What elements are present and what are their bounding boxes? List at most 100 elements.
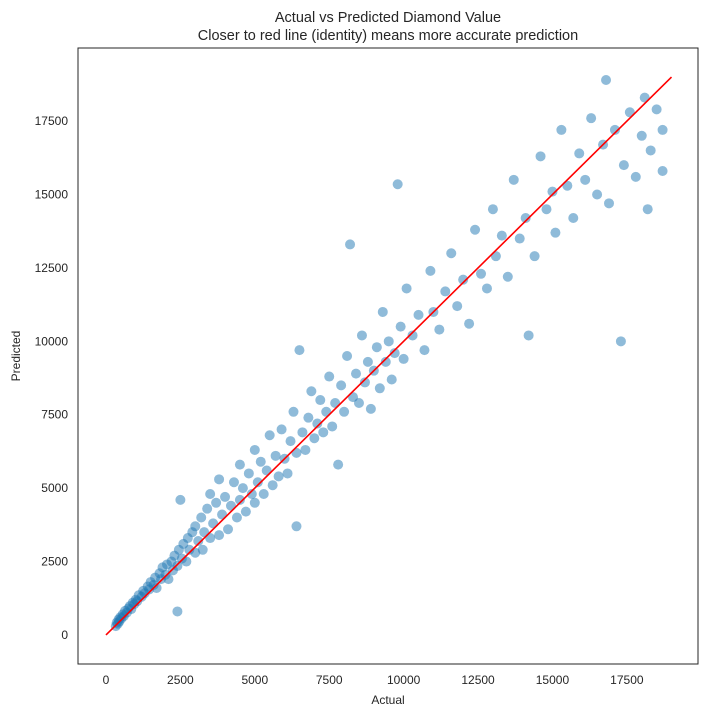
x-tick-label: 7500 bbox=[316, 673, 343, 687]
data-point bbox=[636, 130, 647, 141]
data-point bbox=[294, 345, 305, 356]
data-point bbox=[309, 433, 320, 444]
data-point bbox=[452, 301, 463, 312]
data-point bbox=[529, 251, 540, 262]
data-point bbox=[425, 265, 436, 276]
data-point bbox=[502, 271, 513, 282]
data-point bbox=[520, 213, 531, 224]
data-point bbox=[258, 488, 269, 499]
plot-frame bbox=[77, 47, 699, 665]
data-point bbox=[202, 503, 213, 514]
data-point bbox=[413, 309, 424, 320]
data-point bbox=[580, 174, 591, 185]
y-axis-label: Predicted bbox=[9, 331, 23, 382]
x-tick-label: 5000 bbox=[241, 673, 268, 687]
data-point bbox=[318, 427, 329, 438]
data-point bbox=[618, 160, 629, 171]
x-tick-label: 0 bbox=[103, 673, 110, 687]
identity-line bbox=[105, 76, 673, 636]
data-point bbox=[556, 124, 567, 135]
data-point bbox=[193, 535, 204, 546]
data-point bbox=[651, 104, 662, 115]
data-point bbox=[470, 224, 481, 235]
y-tick-label: 10000 bbox=[35, 334, 69, 348]
data-point bbox=[252, 477, 263, 488]
data-point bbox=[645, 145, 656, 156]
data-point bbox=[264, 430, 275, 441]
data-point bbox=[228, 477, 239, 488]
data-point bbox=[446, 248, 457, 259]
data-point bbox=[285, 436, 296, 447]
x-tick-label: 15000 bbox=[536, 673, 570, 687]
data-point bbox=[389, 348, 400, 359]
data-point bbox=[523, 330, 534, 341]
data-point bbox=[407, 330, 418, 341]
data-point bbox=[642, 204, 653, 215]
data-point bbox=[336, 380, 347, 391]
x-tick-label: 12500 bbox=[461, 673, 495, 687]
data-point bbox=[464, 318, 475, 329]
data-point bbox=[211, 497, 222, 508]
data-point bbox=[190, 521, 201, 532]
data-point bbox=[151, 582, 162, 593]
data-point bbox=[345, 239, 356, 250]
data-point bbox=[267, 480, 278, 491]
data-point bbox=[223, 524, 234, 535]
y-tick-label: 12500 bbox=[35, 261, 69, 275]
data-point bbox=[297, 427, 308, 438]
data-point bbox=[386, 374, 397, 385]
data-point bbox=[172, 606, 183, 617]
data-point bbox=[246, 488, 257, 499]
data-point bbox=[514, 233, 525, 244]
y-tick-label: 7500 bbox=[41, 408, 68, 422]
data-point bbox=[214, 474, 225, 485]
data-point bbox=[496, 230, 507, 241]
data-point bbox=[276, 424, 287, 435]
data-point bbox=[240, 506, 251, 517]
data-point bbox=[273, 471, 284, 482]
x-tick-label: 2500 bbox=[167, 673, 194, 687]
data-point bbox=[327, 421, 338, 432]
data-point bbox=[353, 397, 364, 408]
data-point bbox=[175, 494, 186, 505]
x-tick-label: 10000 bbox=[387, 673, 421, 687]
data-point bbox=[392, 179, 403, 190]
data-point bbox=[324, 371, 335, 382]
x-axis-ticks: 0 2500 5000 7500 10000 12500 15000 17500 bbox=[103, 673, 644, 687]
data-point bbox=[306, 386, 317, 397]
y-tick-label: 2500 bbox=[41, 555, 68, 569]
data-point bbox=[282, 468, 293, 479]
data-point bbox=[333, 459, 344, 470]
data-point bbox=[592, 189, 603, 200]
data-point bbox=[481, 283, 492, 294]
data-point bbox=[380, 356, 391, 367]
data-point bbox=[365, 403, 376, 414]
data-point bbox=[401, 283, 412, 294]
data-point bbox=[630, 171, 641, 182]
data-point bbox=[312, 418, 323, 429]
data-point bbox=[395, 321, 406, 332]
x-tick-label: 17500 bbox=[610, 673, 644, 687]
data-point bbox=[535, 151, 546, 162]
data-point bbox=[568, 213, 579, 224]
data-point bbox=[604, 198, 615, 209]
data-point bbox=[374, 383, 385, 394]
data-point bbox=[434, 324, 445, 335]
data-point bbox=[550, 227, 561, 238]
data-point bbox=[547, 186, 558, 197]
data-point bbox=[205, 488, 216, 499]
y-tick-label: 15000 bbox=[35, 188, 69, 202]
data-point bbox=[255, 456, 266, 467]
data-point bbox=[315, 395, 326, 406]
data-point bbox=[214, 530, 225, 541]
data-point bbox=[270, 450, 281, 461]
data-point bbox=[234, 459, 245, 470]
y-tick-label: 17500 bbox=[35, 114, 69, 128]
data-point bbox=[476, 268, 487, 279]
data-point bbox=[383, 336, 394, 347]
data-point bbox=[231, 512, 242, 523]
chart-title: Actual vs Predicted Diamond Value bbox=[275, 10, 501, 26]
y-axis-ticks: 0 2500 5000 7500 10000 12500 15000 17500 bbox=[35, 114, 69, 642]
data-point bbox=[601, 75, 612, 86]
